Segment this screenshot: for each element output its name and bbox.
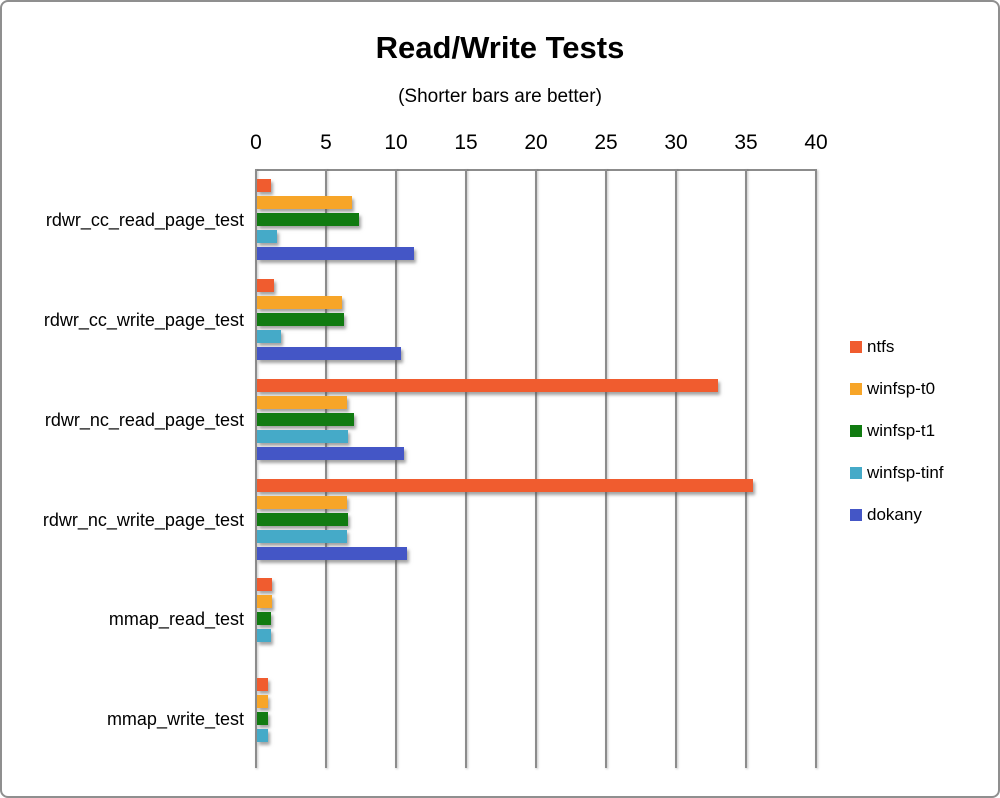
gridline-x-30: [675, 169, 677, 768]
category-label-mmap_write_test: mmap_write_test: [106, 709, 244, 729]
bar-dokany: [257, 347, 401, 360]
legend-label: ntfs: [867, 337, 895, 356]
legend-swatch-icon: [850, 425, 862, 437]
category-label-rdwr_cc_write_page_test: rdwr_cc_write_page_test: [43, 310, 244, 330]
legend-label: winfsp-t1: [867, 421, 936, 440]
gridline-x-15: [465, 169, 467, 768]
category-label-mmap_read_test: mmap_read_test: [108, 609, 244, 629]
bar-dokany: [257, 447, 404, 460]
bar-winfsp-t1: [257, 213, 359, 226]
bar-ntfs: [257, 578, 272, 591]
bar-winfsp-t0: [257, 695, 268, 708]
bar-winfsp-tinf: [257, 430, 348, 443]
x-tick-label: 15: [454, 131, 478, 154]
bar-ntfs: [257, 678, 268, 691]
bar-ntfs: [257, 179, 271, 192]
legend-item-winfsp-tinf: winfsp-tinf: [850, 463, 944, 483]
gridline-x-5: [325, 169, 327, 768]
x-tick-label: 35: [734, 131, 758, 154]
bar-winfsp-t1: [257, 612, 271, 625]
x-tick-label: 5: [320, 131, 332, 154]
legend-label: winfsp-t0: [867, 379, 936, 398]
legend-label: dokany: [867, 505, 922, 524]
x-tick-label: 40: [804, 131, 828, 154]
legend-swatch-icon: [850, 383, 862, 395]
gridline-x-20: [535, 169, 537, 768]
bar-ntfs: [257, 379, 718, 392]
category-label-rdwr_cc_read_page_test: rdwr_cc_read_page_test: [45, 210, 244, 230]
gridline-x-40: [815, 169, 817, 768]
bar-ntfs: [257, 279, 274, 292]
gridline-x-25: [605, 169, 607, 768]
gridline-x-0: [255, 169, 257, 768]
legend-item-winfsp-t1: winfsp-t1: [850, 421, 935, 441]
gridline-x-35: [745, 169, 747, 768]
x-tick-label: 0: [250, 131, 262, 154]
bar-winfsp-t1: [257, 313, 344, 326]
legend-item-dokany: dokany: [850, 505, 922, 525]
x-tick-label: 30: [664, 131, 688, 154]
bar-winfsp-tinf: [257, 330, 281, 343]
bar-winfsp-t1: [257, 712, 268, 725]
legend-swatch-icon: [850, 509, 862, 521]
legend-item-winfsp-t0: winfsp-t0: [850, 379, 935, 399]
bar-winfsp-t0: [257, 296, 342, 309]
legend-swatch-icon: [850, 467, 862, 479]
legend-swatch-icon: [850, 341, 862, 353]
chart-subtitle: (Shorter bars are better): [398, 86, 602, 107]
bar-winfsp-tinf: [257, 629, 271, 642]
x-tick-label: 25: [594, 131, 618, 154]
x-tick-label: 20: [524, 131, 548, 154]
bar-winfsp-t0: [257, 496, 347, 509]
bar-ntfs: [257, 479, 753, 492]
chart-title: Read/Write Tests: [375, 30, 625, 65]
x-tick-label: 10: [384, 131, 408, 154]
bar-dokany: [257, 247, 414, 260]
legend-item-ntfs: ntfs: [850, 337, 894, 357]
category-label-rdwr_nc_read_page_test: rdwr_nc_read_page_test: [44, 410, 244, 430]
gridline-x-10: [395, 169, 397, 768]
bar-winfsp-t1: [257, 513, 348, 526]
bar-winfsp-tinf: [257, 530, 347, 543]
bar-dokany: [257, 547, 407, 560]
bar-winfsp-t0: [257, 396, 347, 409]
bar-winfsp-t0: [257, 196, 352, 209]
category-label-rdwr_nc_write_page_test: rdwr_nc_write_page_test: [42, 510, 244, 530]
legend-label: winfsp-tinf: [867, 463, 944, 482]
bar-winfsp-tinf: [257, 230, 277, 243]
bar-winfsp-t0: [257, 595, 272, 608]
bar-winfsp-tinf: [257, 729, 268, 742]
bar-winfsp-t1: [257, 413, 354, 426]
